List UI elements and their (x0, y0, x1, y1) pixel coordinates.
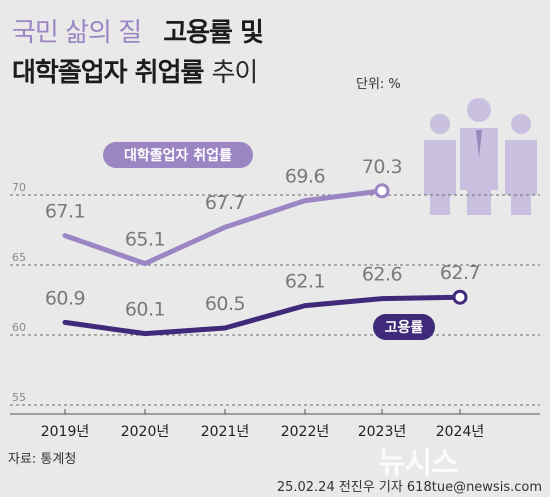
y-tick-label: 55 (12, 391, 26, 404)
data-label: 67.1 (45, 201, 85, 223)
x-tick-label: 2024년 (436, 424, 485, 440)
data-label: 67.7 (205, 192, 245, 214)
credit-line: 25.02.24 전진우 기자 618tue@newsis.com (276, 480, 542, 495)
series-label-text: 대학졸업자 취업률 (124, 147, 232, 164)
series-label-badge (373, 314, 435, 340)
x-tick-label: 2021년 (201, 424, 250, 440)
data-label: 60.1 (125, 299, 165, 321)
data-label: 69.6 (285, 166, 325, 188)
x-axis: 2019년 2020년 2021년 2022년 2023년 2024년 (10, 409, 540, 440)
series-end-marker (452, 289, 468, 305)
x-tick-label: 2023년 (358, 424, 407, 440)
x-tick-label: 2019년 (41, 424, 90, 440)
data-label: 62.6 (362, 264, 402, 286)
x-tick-label: 2022년 (281, 424, 330, 440)
title-bold: 고용률 및 (163, 18, 264, 48)
title2-light: 추이 (211, 58, 258, 88)
data-label: 70.3 (362, 156, 402, 178)
people-illustration (424, 98, 537, 215)
chart-title-line2: 대학졸업자 취업률 추이 (12, 52, 258, 89)
series-line-1 (62, 294, 463, 337)
data-label: 60.9 (45, 287, 85, 309)
title-light: 국민 삶의 질 (12, 18, 142, 48)
source-note: 자료: 통계청 (8, 452, 77, 467)
y-tick-label: 65 (12, 251, 26, 264)
data-label: 62.1 (285, 271, 325, 293)
series-label-text: 고용률 (385, 319, 424, 336)
chart-series (62, 183, 468, 337)
series-labels: 67.1 65.1 67.7 69.6 70.3 대학졸업자 취업률 60.9 60.1 60.… (45, 142, 481, 340)
title2-bold: 대학졸업자 취업률 (12, 58, 204, 88)
data-label: 60.5 (205, 293, 245, 315)
y-tick-label: 70 (12, 181, 26, 194)
data-label: 62.7 (440, 262, 480, 284)
y-tick-label: 60 (12, 321, 26, 334)
x-tick-label: 2020년 (121, 424, 170, 440)
series-label-badge (103, 142, 253, 168)
newsis-watermark: 뉴시스 (378, 446, 459, 481)
data-label: 65.1 (125, 229, 165, 251)
y-axis: 55 60 65 70 (12, 181, 26, 404)
series-line-0 (62, 188, 385, 267)
series-end-marker (374, 183, 390, 199)
chart-grid (10, 194, 540, 406)
chart-title-line1: 국민 삶의 질 고용률 및 (12, 12, 264, 49)
unit-label: 단위: % (356, 77, 401, 92)
